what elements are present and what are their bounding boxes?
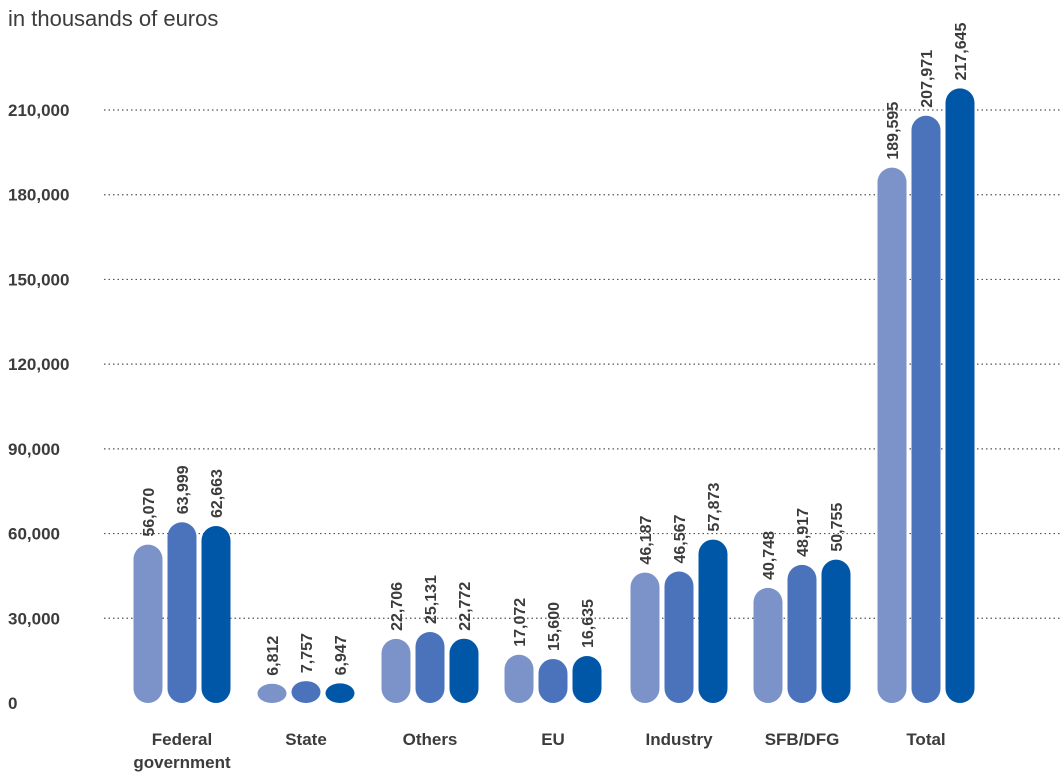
y-tick-label: 210,000 [8, 101, 69, 120]
bar [381, 638, 411, 703]
x-category-label: government [133, 753, 231, 772]
bar-value-label: 6,812 [265, 636, 282, 676]
bar [133, 544, 163, 703]
y-tick-label: 120,000 [8, 355, 69, 374]
bar-value-label: 57,873 [706, 483, 723, 532]
bar-value-label: 56,070 [141, 488, 158, 537]
bar [291, 681, 321, 703]
bar-value-label: 15,600 [546, 602, 563, 651]
bar [449, 638, 479, 703]
y-tick-label: 30,000 [8, 609, 60, 628]
bar-value-label: 62,663 [209, 469, 226, 518]
bar [572, 656, 602, 703]
y-tick-label: 180,000 [8, 186, 69, 205]
bar [787, 564, 817, 703]
x-category-label: Others [403, 730, 458, 749]
value-labels: 56,070 6,812 22,706 17,072 46,187 40,748 189,5… [141, 22, 970, 675]
bar [753, 587, 783, 703]
bar [504, 654, 534, 703]
bar [325, 683, 355, 703]
bar-value-label: 46,567 [672, 514, 689, 563]
y-tick-label: 60,000 [8, 525, 60, 544]
y-axis-ticks: 0 30,000 60,000 90,000 120,000 150,000 180,000… [8, 101, 69, 713]
bar [945, 88, 975, 703]
bar-value-label: 7,757 [299, 633, 316, 673]
bar [415, 632, 445, 703]
x-category-label: Industry [645, 730, 713, 749]
bar-value-label: 22,706 [389, 582, 406, 631]
bar [698, 539, 728, 703]
bar [257, 683, 287, 703]
bar-value-label: 16,635 [580, 599, 597, 648]
x-category-label: SFB/DFG [765, 730, 840, 749]
bar-value-label: 217,645 [953, 22, 970, 80]
bar [877, 167, 907, 704]
bar-value-label: 189,595 [885, 102, 902, 160]
bar-value-label: 63,999 [175, 465, 192, 514]
bar-value-label: 48,917 [795, 508, 812, 557]
y-tick-label: 150,000 [8, 270, 69, 289]
bar [538, 658, 568, 703]
chart-subtitle: in thousands of euros [8, 6, 219, 31]
y-tick-label: 0 [8, 694, 17, 713]
bar-value-label: 6,947 [333, 635, 350, 675]
bar [201, 526, 231, 703]
bar-value-label: 207,971 [919, 50, 936, 108]
bar [167, 522, 197, 703]
bar [911, 115, 941, 704]
bar-value-label: 17,072 [512, 598, 529, 647]
bar [630, 572, 660, 703]
x-category-label: State [285, 730, 327, 749]
x-category-label: EU [541, 730, 565, 749]
bar-value-label: 22,772 [457, 582, 474, 631]
bar-value-label: 40,748 [761, 531, 778, 580]
bar-value-label: 50,755 [829, 503, 846, 552]
bar [821, 559, 851, 703]
bar-value-label: 46,187 [638, 516, 655, 565]
bar-value-label: 25,131 [423, 575, 440, 624]
x-category-label: Federal [152, 730, 212, 749]
bars [133, 88, 975, 704]
category-labels: Federal government State Others EU Industry SF… [133, 730, 945, 772]
y-tick-label: 90,000 [8, 440, 60, 459]
x-category-label: Total [906, 730, 945, 749]
bar [664, 571, 694, 703]
